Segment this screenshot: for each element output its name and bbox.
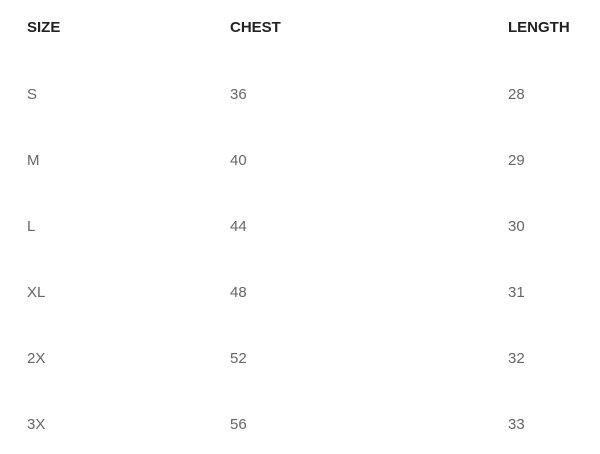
table-cell: L [27, 218, 36, 235]
table-cell: 28 [508, 86, 525, 103]
table-cell: 40 [230, 152, 247, 169]
column-header: CHEST [230, 19, 281, 36]
table-cell: 48 [230, 284, 247, 301]
table-cell: 52 [230, 350, 247, 367]
column-header: LENGTH [508, 19, 570, 36]
column-header: SIZE [27, 19, 61, 36]
table-cell: 32 [508, 350, 525, 367]
table-cell: 36 [230, 86, 247, 103]
table-cell: M [27, 152, 40, 169]
table-cell: 44 [230, 218, 247, 235]
table-cell: 30 [508, 218, 525, 235]
table-cell: 31 [508, 284, 525, 301]
table-cell: S [27, 86, 38, 103]
table-cell: 2X [27, 350, 46, 367]
table-cell: 3X [27, 416, 46, 433]
table-cell: 56 [230, 416, 247, 433]
table-cell: 33 [508, 416, 525, 433]
table-cell: 29 [508, 152, 525, 169]
table-cell: XL [27, 284, 46, 301]
